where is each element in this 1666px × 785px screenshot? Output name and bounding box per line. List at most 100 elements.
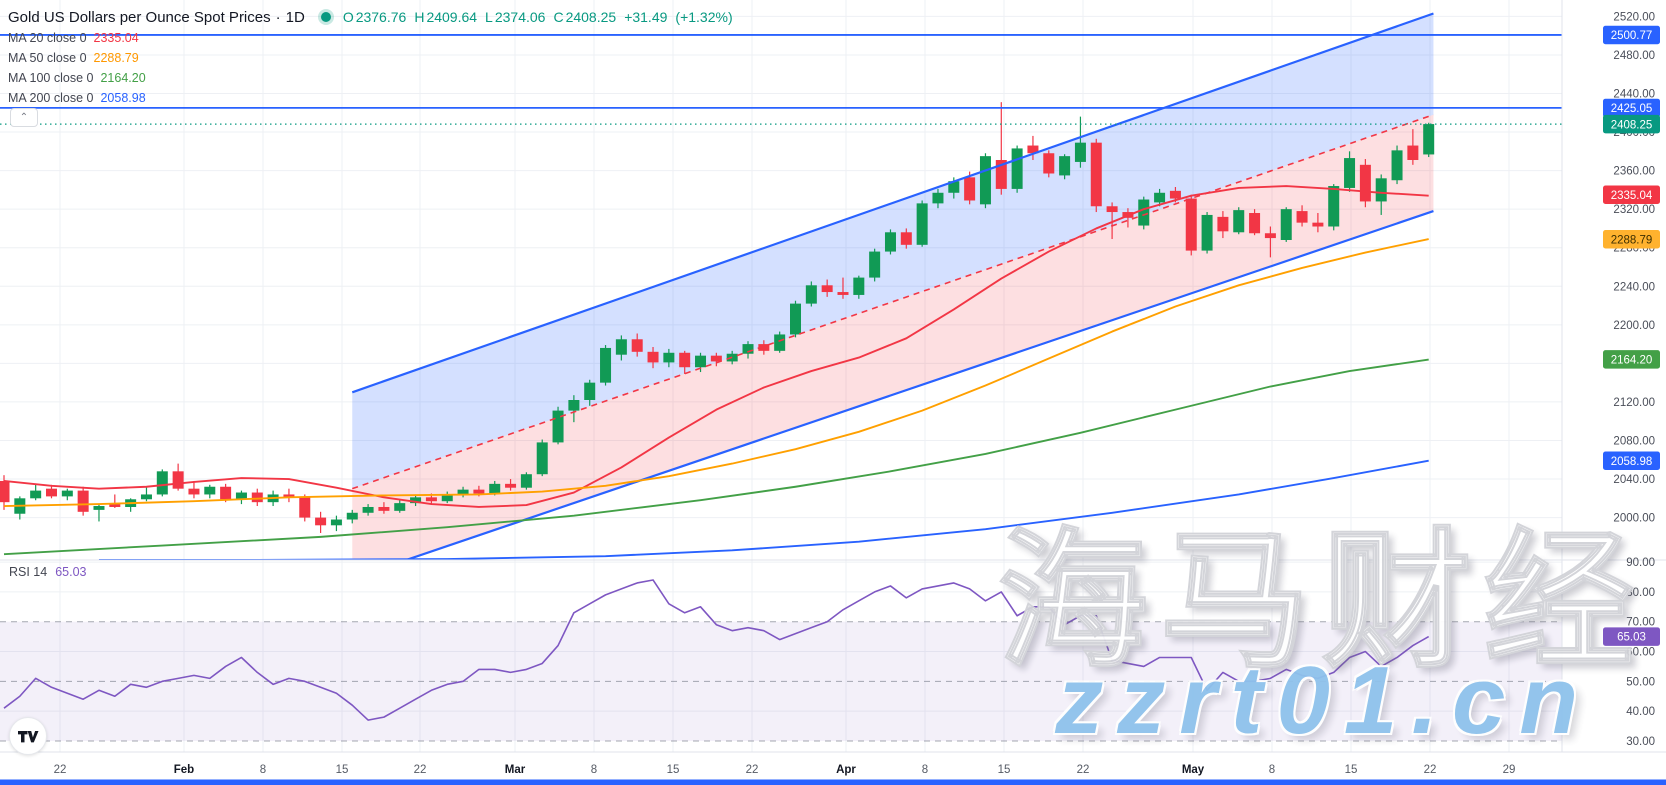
price-tick-label: 2360.00 bbox=[1613, 166, 1655, 178]
price-tick-label: 2000.00 bbox=[1613, 513, 1655, 525]
price-tick-label: 2480.00 bbox=[1613, 50, 1655, 62]
candle bbox=[600, 345, 612, 386]
channel-median-line[interactable] bbox=[351, 113, 1434, 490]
time-tick-label: 22 bbox=[1077, 764, 1090, 776]
rsi-pane[interactable] bbox=[0, 621, 1562, 742]
ma-legend-row[interactable]: MA 200 close 0 2058.98 bbox=[8, 88, 733, 108]
candle bbox=[1423, 122, 1435, 158]
candle bbox=[441, 491, 453, 504]
time-tick-label: 8 bbox=[591, 764, 597, 776]
rsi-tick-label: 50.00 bbox=[1626, 676, 1655, 688]
gridlines bbox=[0, 0, 1562, 752]
price-tick-label: 2240.00 bbox=[1613, 281, 1655, 293]
ma-value: 2335.04 bbox=[93, 31, 139, 45]
candle bbox=[156, 469, 168, 497]
candle bbox=[457, 486, 469, 498]
ma-value: 2288.79 bbox=[93, 51, 139, 65]
ma-100-line[interactable] bbox=[3, 358, 1429, 556]
rsi-indicator-legend[interactable]: RSI 14 65.03 bbox=[9, 565, 87, 579]
candle bbox=[790, 300, 801, 338]
svg-text:2408.25: 2408.25 bbox=[1611, 119, 1653, 131]
market-status-dot-icon bbox=[320, 12, 331, 22]
candle bbox=[30, 484, 42, 501]
channel-bottom-line[interactable] bbox=[352, 210, 1434, 578]
rsi-line[interactable] bbox=[3, 579, 1430, 721]
price-axis-badge: 2425.05 bbox=[1603, 98, 1660, 118]
candle bbox=[140, 486, 152, 502]
time-tick-label: 15 bbox=[998, 764, 1011, 776]
ma-legend-row[interactable]: MA 50 close 0 2288.79 bbox=[8, 48, 733, 68]
candle bbox=[1359, 159, 1371, 208]
candle bbox=[204, 484, 216, 499]
candle bbox=[663, 348, 675, 368]
time-tick-label: 8 bbox=[922, 764, 928, 776]
chevron-up-icon: ⌃ bbox=[19, 111, 29, 123]
time-tick-label: Feb bbox=[174, 764, 194, 776]
ma-200-line[interactable] bbox=[98, 459, 1429, 560]
symbol-title: Gold US Dollars per Ounce Spot Prices bbox=[8, 8, 271, 26]
collapse-legend-button[interactable]: ⌃ bbox=[10, 108, 38, 127]
time-tick-label: Apr bbox=[836, 764, 856, 776]
candle bbox=[188, 480, 200, 499]
candle bbox=[1249, 209, 1261, 236]
change-value: +31.49 bbox=[624, 9, 668, 25]
candle bbox=[1074, 116, 1086, 168]
candle bbox=[1027, 135, 1039, 160]
candle bbox=[61, 488, 73, 501]
time-tick-label: 29 bbox=[1503, 764, 1516, 776]
interval-label[interactable]: 1D bbox=[285, 8, 305, 26]
tradingview-logo-icon[interactable] bbox=[9, 717, 47, 755]
candle bbox=[979, 153, 991, 209]
ma-legend-row[interactable]: MA 100 close 0 2164.20 bbox=[8, 68, 733, 88]
high-label: H bbox=[414, 9, 425, 25]
candle bbox=[1344, 151, 1356, 192]
candle bbox=[916, 200, 928, 247]
price-tick-label: 2040.00 bbox=[1613, 474, 1655, 486]
time-tick-label: 22 bbox=[414, 764, 427, 776]
candle bbox=[520, 472, 532, 490]
price-tick-label: 2080.00 bbox=[1613, 435, 1655, 447]
candle bbox=[1328, 184, 1340, 231]
price-tick-label: 2120.00 bbox=[1613, 397, 1655, 409]
price-chart-pane[interactable] bbox=[0, 12, 1435, 578]
candle bbox=[900, 228, 912, 249]
open-label: O bbox=[342, 9, 354, 25]
time-tick-label: Mar bbox=[505, 764, 526, 776]
ma-label: MA 50 close 0 bbox=[8, 51, 87, 65]
candle bbox=[505, 479, 517, 491]
candle bbox=[330, 515, 342, 532]
title-separator: · bbox=[275, 8, 281, 26]
candle bbox=[251, 488, 263, 507]
time-tick-label: 22 bbox=[746, 764, 759, 776]
candle bbox=[631, 333, 643, 357]
symbol-title-row[interactable]: Gold US Dollars per Ounce Spot Prices · … bbox=[8, 6, 733, 28]
ma-legend-rows: MA 20 close 0 2335.04 MA 50 close 0 2288.79… bbox=[8, 28, 733, 108]
candle bbox=[299, 494, 311, 522]
price-axis-badge: 2058.98 bbox=[1603, 451, 1660, 471]
rsi-tick-label: 80.00 bbox=[1626, 587, 1655, 599]
candle bbox=[568, 395, 580, 423]
candle bbox=[14, 496, 26, 520]
candle bbox=[853, 275, 865, 299]
candle bbox=[995, 102, 1007, 195]
time-axis[interactable]: 22 Feb 8 15 22 Mar 8 15 22 Apr 8 15 22 May 8 15 22 29 bbox=[54, 764, 1516, 776]
candle bbox=[45, 484, 57, 499]
change-percent: (+1.32%) bbox=[675, 9, 733, 25]
candle bbox=[1059, 154, 1071, 180]
ma-value: 2058.98 bbox=[100, 91, 146, 105]
bottom-bar bbox=[0, 779, 1666, 785]
ma-50-line[interactable] bbox=[3, 238, 1429, 507]
low-value: 2374.06 bbox=[494, 9, 546, 25]
rsi-tick-label: 30.00 bbox=[1626, 736, 1655, 748]
price-axis[interactable]: 2520.002480.002440.002400.002360.002320.… bbox=[1603, 11, 1660, 748]
ma-20-line[interactable] bbox=[3, 185, 1429, 508]
rsi-tick-label: 90.00 bbox=[1626, 557, 1655, 569]
candle bbox=[1375, 174, 1387, 215]
channel-top-line[interactable] bbox=[351, 12, 1434, 394]
price-tick-label: 2200.00 bbox=[1613, 320, 1655, 332]
ma-legend-row[interactable]: MA 20 close 0 2335.04 bbox=[8, 28, 733, 48]
candle bbox=[172, 463, 184, 491]
price-tick-label: 2440.00 bbox=[1613, 88, 1655, 100]
